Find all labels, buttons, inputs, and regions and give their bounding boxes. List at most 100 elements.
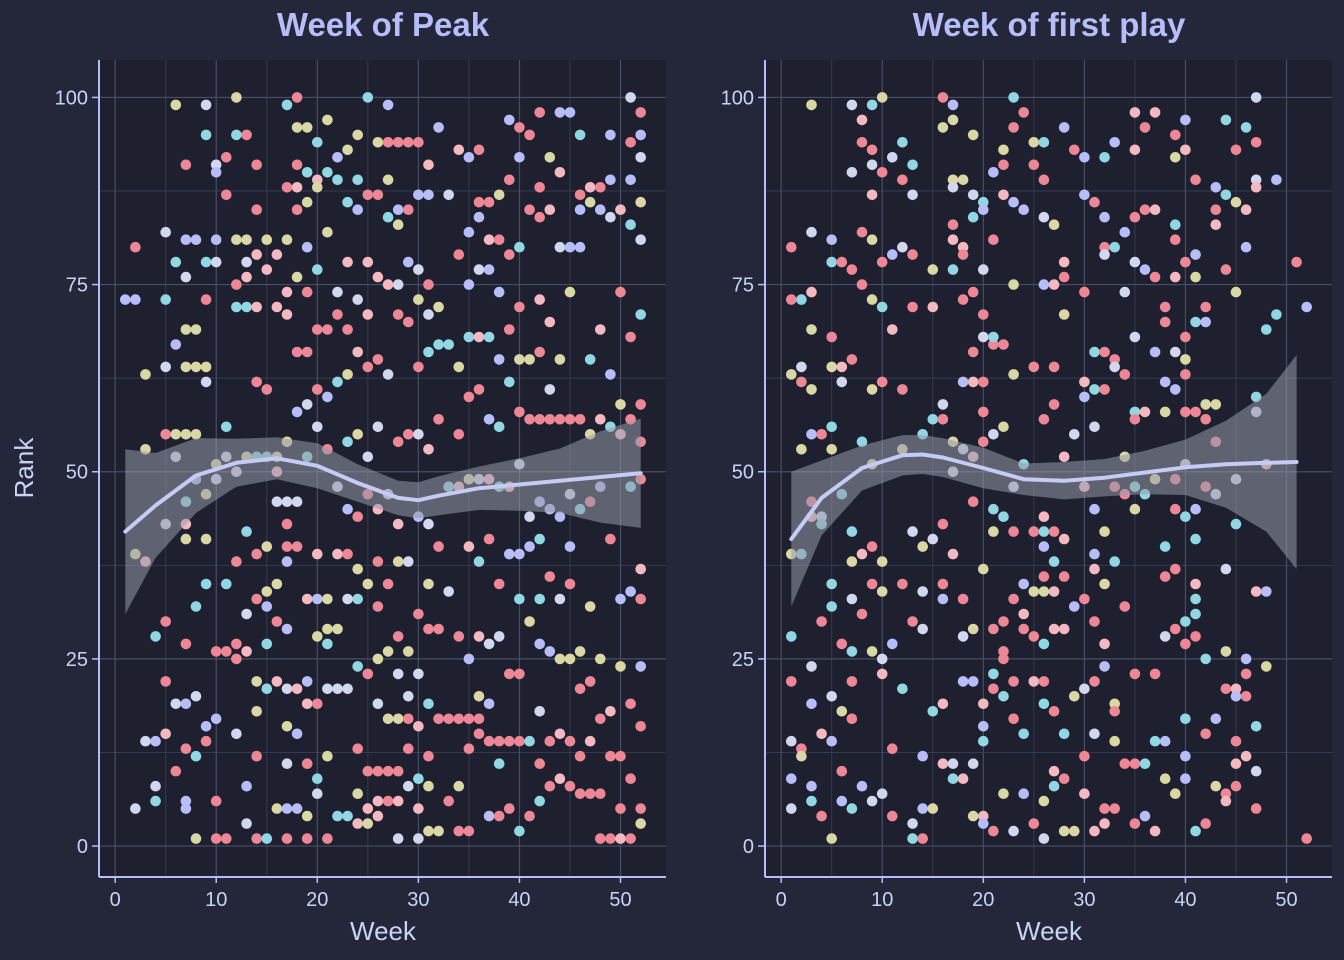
data-point — [1129, 107, 1141, 118]
data-point — [534, 593, 545, 605]
data-point — [241, 256, 252, 268]
data-point — [1129, 144, 1141, 156]
data-point — [453, 825, 465, 837]
data-point — [836, 376, 848, 388]
data-point — [140, 735, 151, 747]
data-point — [463, 653, 475, 665]
data-point — [957, 376, 969, 388]
data-point — [1079, 750, 1090, 762]
data-point — [1240, 204, 1252, 215]
data-point — [1099, 384, 1110, 395]
data-point — [826, 691, 837, 702]
data-point — [1038, 676, 1050, 687]
data-point — [423, 578, 434, 590]
data-point — [907, 159, 918, 171]
data-point — [362, 92, 374, 103]
data-point — [312, 182, 323, 193]
data-point — [1008, 92, 1019, 103]
data-point — [615, 661, 626, 672]
data-point — [574, 646, 586, 657]
data-point — [534, 182, 545, 193]
data-point — [301, 286, 313, 298]
data-point — [856, 114, 868, 126]
data-point — [392, 765, 404, 777]
data-point — [876, 376, 888, 388]
data-point — [514, 735, 525, 747]
data-point — [413, 429, 424, 440]
data-point — [605, 174, 616, 186]
data-point — [554, 354, 566, 365]
data-point — [281, 182, 293, 193]
data-point — [978, 735, 989, 747]
data-point — [1291, 256, 1302, 268]
data-point — [786, 803, 797, 814]
data-point — [281, 496, 293, 508]
data-point — [544, 152, 556, 163]
data-point — [322, 750, 333, 762]
data-point — [1220, 264, 1232, 275]
data-point — [1058, 271, 1070, 283]
data-point — [1048, 219, 1060, 230]
data-point — [615, 593, 626, 605]
data-point — [473, 631, 485, 642]
data-point — [1149, 825, 1161, 837]
data-point — [564, 414, 576, 425]
data-point — [605, 369, 616, 380]
data-point — [463, 152, 475, 163]
data-point — [1079, 683, 1090, 695]
x-tick-label: 40 — [508, 889, 530, 911]
data-point — [382, 174, 394, 186]
data-point — [1190, 578, 1201, 590]
data-point — [1038, 833, 1050, 844]
data-point — [352, 743, 364, 754]
data-point — [1129, 406, 1141, 418]
data-point — [291, 182, 303, 193]
data-point — [392, 713, 404, 725]
panel-title: Week of first play — [913, 6, 1186, 43]
data-point — [1109, 361, 1120, 373]
data-point — [1119, 369, 1131, 380]
data-point — [261, 586, 273, 597]
data-point — [1250, 803, 1262, 814]
data-point — [301, 346, 313, 358]
data-point — [514, 354, 525, 365]
data-point — [544, 384, 556, 395]
x-tick-label: 20 — [306, 889, 328, 911]
data-point — [301, 167, 313, 178]
data-point — [362, 361, 374, 373]
data-point — [413, 773, 424, 784]
data-point — [291, 271, 303, 283]
data-point — [1089, 825, 1100, 837]
data-point — [423, 825, 434, 837]
data-point — [836, 638, 848, 650]
data-point — [796, 743, 807, 754]
data-point — [221, 646, 232, 657]
data-point — [524, 129, 535, 141]
data-point — [1129, 758, 1141, 769]
data-point — [887, 152, 898, 163]
data-point — [514, 301, 525, 313]
data-point — [1048, 556, 1060, 567]
data-point — [1159, 301, 1171, 313]
data-point — [544, 414, 556, 425]
data-point — [473, 691, 485, 702]
data-point — [1159, 541, 1171, 552]
data-point — [231, 279, 242, 290]
data-point — [595, 788, 606, 799]
data-point — [271, 676, 283, 687]
data-point — [876, 653, 888, 665]
data-point — [635, 721, 646, 732]
data-point — [504, 548, 515, 560]
data-point — [1079, 391, 1090, 403]
data-point — [1159, 735, 1171, 747]
data-point — [493, 354, 505, 365]
data-point — [362, 803, 374, 814]
data-point — [1170, 152, 1181, 163]
data-point — [554, 653, 566, 665]
data-point — [332, 623, 343, 635]
data-point — [281, 721, 293, 732]
data-point — [514, 593, 525, 605]
data-point — [876, 556, 888, 567]
data-point — [1139, 810, 1151, 822]
data-point — [473, 713, 485, 725]
